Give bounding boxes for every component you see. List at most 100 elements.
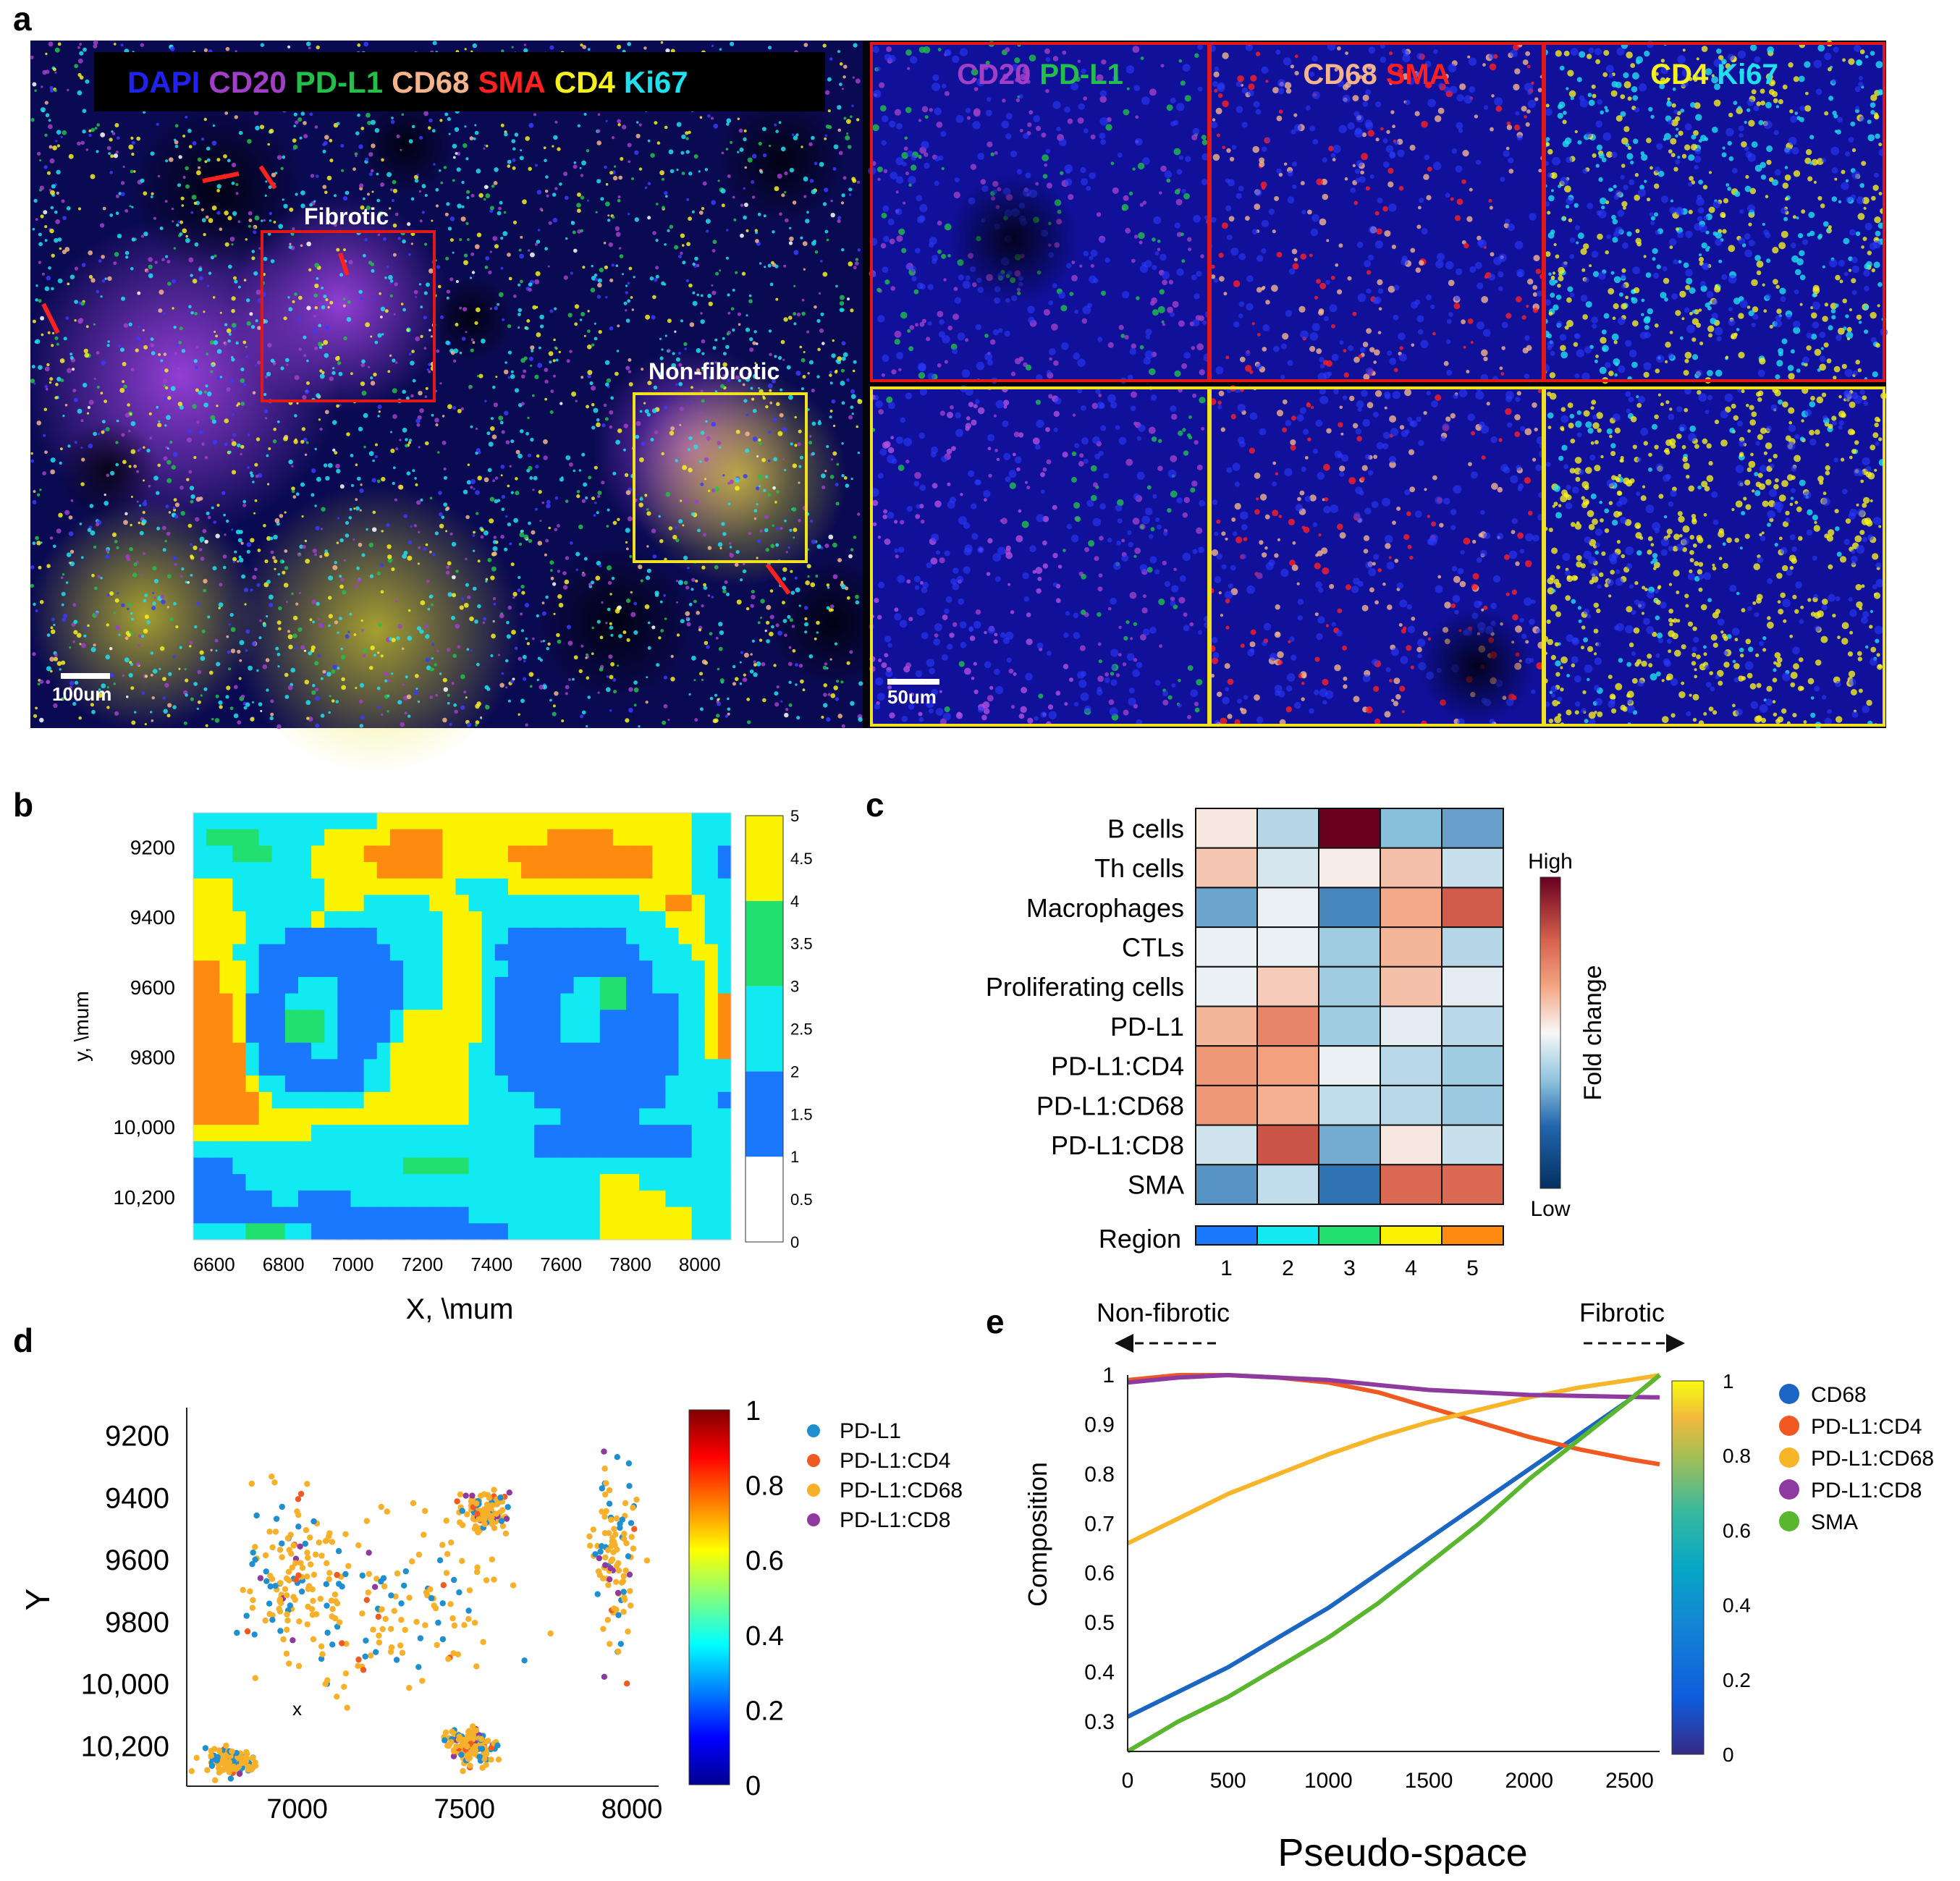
region-cell bbox=[704, 878, 719, 896]
scatter-point bbox=[457, 1491, 464, 1498]
region-cell bbox=[481, 862, 496, 879]
region-cell bbox=[284, 1091, 299, 1109]
scatter-point bbox=[604, 1617, 611, 1623]
region-cell bbox=[337, 960, 352, 978]
region-cell bbox=[350, 1125, 365, 1142]
scatter-point bbox=[465, 1755, 472, 1762]
panel-b-region-map: 6600 6800 7000 7200 7400 7600 7800 8000 9200940… bbox=[70, 807, 813, 1325]
scatter-point bbox=[312, 1551, 319, 1558]
fold-change-cell bbox=[1318, 926, 1381, 968]
region-cell bbox=[678, 1026, 693, 1044]
region-cell bbox=[442, 1075, 457, 1093]
region-cell bbox=[704, 1059, 719, 1076]
scatter-point bbox=[631, 1526, 638, 1532]
region-cell bbox=[376, 944, 391, 961]
region-cell bbox=[389, 813, 404, 830]
colorbar-tick: 2 bbox=[790, 1062, 799, 1081]
scatter-point bbox=[633, 1496, 640, 1503]
region-cell bbox=[271, 1026, 286, 1044]
scatter-point bbox=[472, 1747, 479, 1754]
region-map-y-tick: 9400 bbox=[130, 906, 175, 929]
scatter-point bbox=[587, 1542, 594, 1549]
region-cell bbox=[521, 1010, 535, 1027]
region-cell bbox=[652, 878, 666, 896]
region-cell bbox=[534, 1174, 548, 1191]
scatter-point bbox=[378, 1503, 384, 1510]
region-cell bbox=[652, 862, 666, 879]
region-map-frame bbox=[193, 812, 732, 1240]
region-cell bbox=[258, 1190, 273, 1208]
region-cell bbox=[416, 993, 430, 1010]
region-cell bbox=[429, 944, 443, 961]
region-cell bbox=[311, 1125, 325, 1142]
region-cell bbox=[219, 1190, 233, 1208]
scatter-point bbox=[252, 1544, 258, 1550]
region-cell bbox=[691, 895, 706, 912]
region-cell bbox=[206, 1174, 220, 1191]
legend-marker-sma: SMA bbox=[478, 65, 546, 99]
region-cell bbox=[232, 878, 247, 896]
region-cell bbox=[245, 1108, 260, 1125]
scale-label-main: 100um bbox=[52, 683, 111, 705]
region-cell bbox=[455, 1157, 470, 1175]
scatter-point bbox=[622, 1500, 629, 1507]
region-cell bbox=[639, 1091, 653, 1109]
scatter-point bbox=[290, 1542, 297, 1549]
region-cell bbox=[626, 944, 640, 961]
region-cell bbox=[481, 1157, 496, 1175]
region-cell bbox=[665, 1157, 680, 1175]
region-cell bbox=[311, 1010, 325, 1027]
inset-header-marker: CD4 bbox=[1650, 59, 1709, 90]
scatter-point bbox=[266, 1600, 273, 1607]
region-cell bbox=[284, 1026, 299, 1044]
region-cell bbox=[468, 960, 483, 978]
region-cell bbox=[402, 1125, 417, 1142]
region-cell bbox=[245, 976, 260, 994]
scatter-point bbox=[406, 1594, 413, 1601]
region-number: 4 bbox=[1405, 1256, 1417, 1280]
region-cell bbox=[429, 1026, 443, 1044]
region-cell bbox=[337, 895, 352, 912]
region-cell bbox=[599, 1174, 614, 1191]
scatter-point bbox=[375, 1613, 381, 1620]
region-cell bbox=[494, 1059, 509, 1076]
region-cell bbox=[271, 845, 286, 863]
scatter-point bbox=[193, 1754, 200, 1761]
region-cell bbox=[245, 1174, 260, 1191]
scatter-point bbox=[202, 1745, 209, 1751]
region-cell bbox=[494, 862, 509, 879]
region-cell bbox=[416, 1190, 430, 1208]
region-cell bbox=[612, 1059, 627, 1076]
region-cell bbox=[245, 878, 260, 896]
region-cell bbox=[376, 1190, 391, 1208]
region-cell bbox=[639, 927, 653, 945]
region-cell bbox=[717, 960, 732, 978]
scatter-point bbox=[263, 1578, 270, 1584]
region-cell bbox=[442, 829, 457, 846]
region-cell bbox=[691, 845, 706, 863]
region-cell bbox=[193, 1190, 207, 1208]
region-map-x-ticks: 6600 6800 7000 7200 7400 7600 7800 8000 bbox=[193, 1254, 721, 1275]
region-cell bbox=[337, 993, 352, 1010]
region-cell bbox=[455, 895, 470, 912]
scatter-point bbox=[273, 1516, 280, 1522]
region-cell bbox=[534, 1075, 548, 1093]
inset-header: CD68 SMA bbox=[1303, 59, 1450, 90]
scatter-point bbox=[295, 1662, 303, 1670]
region-cell bbox=[297, 1141, 312, 1159]
region-cell bbox=[232, 1026, 247, 1044]
region-cell bbox=[284, 1125, 299, 1142]
region-cell bbox=[311, 1042, 325, 1060]
region-cell bbox=[297, 895, 312, 912]
region-cell bbox=[245, 993, 260, 1010]
region-cell bbox=[363, 1042, 378, 1060]
region-cell bbox=[691, 1174, 706, 1191]
region-cell bbox=[652, 1174, 666, 1191]
scatter-point bbox=[220, 1758, 227, 1764]
region-cell bbox=[560, 944, 575, 961]
scatter-point bbox=[398, 1600, 405, 1607]
region-cell bbox=[586, 1141, 601, 1159]
region-cell bbox=[521, 927, 535, 945]
region-cell bbox=[271, 878, 286, 896]
region-cell bbox=[665, 1059, 680, 1076]
